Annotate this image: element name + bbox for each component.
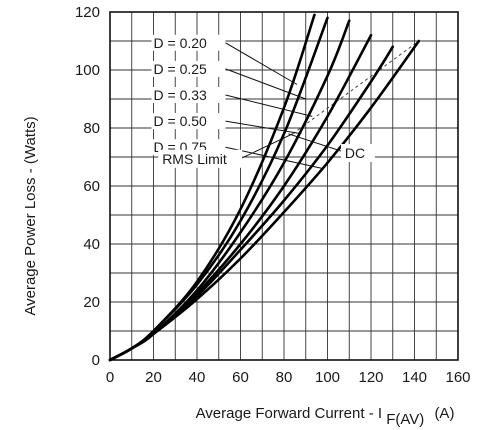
y-tick-label: 60 [83, 178, 100, 195]
annotation-label-bg [151, 60, 226, 77]
x-tick-label: 80 [276, 369, 293, 386]
annotation-label: D = 0.20 [154, 35, 208, 51]
annotation-label: D = 0.50 [154, 113, 208, 129]
rms-limit-dashed-line [292, 40, 420, 135]
series-line [108, 39, 421, 362]
x-tick-label: 20 [145, 369, 162, 386]
annotation-label: D = 0.25 [154, 61, 208, 77]
x-axis-title-subscript: F(AV) [386, 411, 424, 428]
x-tick-label: 120 [358, 369, 383, 386]
rms-limit-leader [239, 133, 293, 160]
x-tick-label: 0 [106, 369, 114, 386]
annotation-label-bg [151, 87, 226, 103]
y-tick-label: 20 [83, 294, 100, 311]
annotation-leader [225, 94, 313, 117]
series-lines [108, 13, 421, 362]
annotation-leader [225, 42, 298, 85]
x-axis-title-unit: (A) [434, 405, 454, 422]
rms-limit-label: RMS Limit [162, 151, 227, 167]
x-tick-label: 40 [189, 369, 206, 386]
y-axis-title: Average Power Loss - (Watts) [22, 116, 39, 315]
y-tick-label: 100 [75, 62, 100, 79]
x-axis-title-main: Average Forward Current - I [196, 405, 382, 422]
dc-label-bg [340, 144, 375, 162]
annotations: D = 0.20D = 0.25D = 0.33D = 0.50D = 0.75… [151, 34, 375, 168]
annotation-leader [225, 120, 302, 135]
x-tick-label: 100 [315, 369, 340, 386]
tick-labels: 0 20 40 60 80 100 120 140 160 0 20 40 60 80 100 120 [75, 4, 471, 386]
y-tick-label: 0 [92, 352, 100, 369]
y-tick-label: 40 [83, 236, 100, 253]
dc-leader [288, 133, 342, 152]
y-tick-label: 120 [75, 4, 100, 21]
x-tick-label: 160 [445, 369, 470, 386]
rms-limit-line [292, 40, 420, 135]
grid [109, 11, 459, 361]
dc-label: DC [345, 145, 365, 161]
series-line [108, 19, 351, 362]
annotation-label: D = 0.33 [154, 87, 208, 103]
x-tick-label: 140 [402, 369, 427, 386]
rms-label-bg [158, 149, 243, 168]
x-axis-title: Average Forward Current - I F(AV) (A) [196, 405, 455, 428]
x-tick-label: 60 [232, 369, 249, 386]
y-tick-label: 80 [83, 120, 100, 137]
plot-frame [109, 11, 459, 361]
annotation-leader [225, 68, 306, 100]
annotation-label-bg [151, 34, 226, 51]
annotation-label-bg [151, 113, 226, 130]
